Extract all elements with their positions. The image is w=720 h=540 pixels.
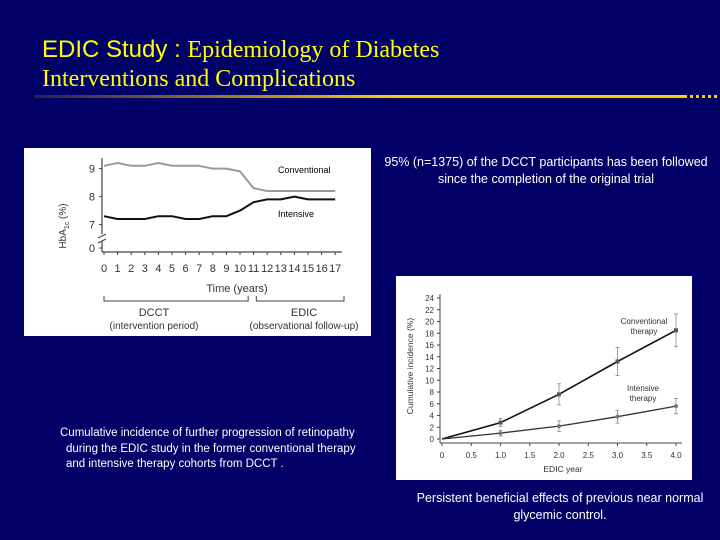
title-underline-dots xyxy=(684,95,718,98)
retinopathy-x-tick-label: 0.5 xyxy=(466,451,478,460)
hba1c-legend-intensive: Intensive xyxy=(278,209,314,219)
caption-line: and intensive therapy cohorts from DCCT … xyxy=(66,458,284,470)
retinopathy-y-tick-label: 14 xyxy=(425,353,434,362)
hba1c-edic-bracket xyxy=(255,296,345,302)
hba1c-figure: HbA1c (%) Time (years) DCCT (interventio… xyxy=(24,148,371,336)
retinopathy-y-tick-label: 10 xyxy=(425,376,434,385)
hba1c-dcct-bracket xyxy=(103,296,249,302)
conclusion-text: Persistent beneficial effects of previou… xyxy=(416,491,704,522)
hba1c-x-tick-label: 2 xyxy=(128,263,134,275)
retinopathy-y-tick-label: 2 xyxy=(430,423,435,432)
retinopathy-x-tick-label: 3.0 xyxy=(612,451,624,460)
slide-title: EDIC Study : Epidemiology of Diabetes xyxy=(42,36,439,64)
retinopathy-conventional-point xyxy=(498,420,503,425)
title-separator: : xyxy=(174,36,181,63)
retinopathy-y-tick-label: 6 xyxy=(430,400,435,409)
slide-title-line2: Interventions and Complications xyxy=(42,66,356,92)
hba1c-legend-conventional: Conventional xyxy=(278,165,331,175)
retinopathy-x-axis-label: EDIC year xyxy=(543,464,582,474)
retinopathy-y-tick-label: 22 xyxy=(425,306,434,315)
retinopathy-conventional-point xyxy=(615,359,620,364)
retinopathy-legend-conventional-line1: Conventional xyxy=(621,317,668,326)
retinopathy-legend-intensive-line1: Intensive xyxy=(627,384,660,393)
retinopathy-y-tick-label: 18 xyxy=(425,329,434,338)
retinopathy-y-tick-label: 16 xyxy=(425,341,434,350)
retinopathy-legend-intensive-line2: therapy xyxy=(630,394,657,403)
hba1c-x-tick-label: 3 xyxy=(142,263,148,275)
caption-line: Cumulative incidence of further progress… xyxy=(60,427,355,439)
hba1c-x-axis-label: Time (years) xyxy=(206,283,267,295)
hba1c-x-tick-label: 6 xyxy=(183,263,189,275)
hba1c-x-tick-label: 5 xyxy=(169,263,175,275)
title-rest: Epidemiology of Diabetes xyxy=(187,37,440,63)
retinopathy-intensive-point xyxy=(674,404,678,409)
retinopathy-x-tick-label: 0 xyxy=(440,451,445,460)
hba1c-conventional-line xyxy=(103,162,336,192)
hba1c-x-tick-label: 14 xyxy=(288,263,300,275)
hba1c-period-dcct: DCCT xyxy=(139,307,170,319)
hba1c-x-tick-label: 4 xyxy=(155,263,161,275)
retinopathy-x-tick-label: 1.5 xyxy=(524,451,536,460)
retinopathy-chart: Cumulative incidence (%) EDIC year Conve… xyxy=(405,294,682,474)
retinopathy-intensive-point xyxy=(498,431,503,436)
retinopathy-legend-intensive: Intensive therapy xyxy=(627,384,660,403)
retinopathy-x-tick-label: 1.0 xyxy=(495,451,507,460)
hba1c-x-tick-label: 10 xyxy=(234,263,246,275)
hba1c-chart: HbA1c (%) Time (years) DCCT (interventio… xyxy=(58,158,359,332)
hba1c-x-tick-label: 7 xyxy=(196,263,202,275)
hba1c-x-tick-label: 16 xyxy=(315,263,327,275)
title-underline xyxy=(34,95,686,98)
hba1c-x-tick-label: 11 xyxy=(248,263,259,275)
retinopathy-x-tick-label: 2.0 xyxy=(553,451,565,460)
retinopathy-x-tick-label: 2.5 xyxy=(583,451,595,460)
hba1c-x-tick-label: 1 xyxy=(115,263,121,275)
hba1c-x-tick-label: 8 xyxy=(210,263,216,275)
hba1c-y-tick-label: 7 xyxy=(89,220,95,232)
hba1c-axis-break xyxy=(97,233,107,239)
caption-line: during the EDIC study in the former conv… xyxy=(66,442,356,455)
hba1c-y-tick-label: 8 xyxy=(89,192,95,204)
retinopathy-intensive-point xyxy=(615,414,620,419)
retinopathy-x-tick-label: 4.0 xyxy=(670,451,682,460)
retinopathy-y-tick-label: 8 xyxy=(430,388,435,397)
hba1c-period-edic: EDIC xyxy=(291,307,317,319)
followup-note: 95% (n=1375) of the DCCT participants ha… xyxy=(384,155,708,186)
retinopathy-y-tick-label: 24 xyxy=(425,294,434,303)
retinopathy-legend-conventional-line2: therapy xyxy=(631,327,658,336)
hba1c-period-edic-note: (observational follow-up) xyxy=(250,321,359,332)
title-study: EDIC Study xyxy=(42,36,168,63)
retinopathy-intensive-point xyxy=(557,424,561,429)
hba1c-x-tick-label: 12 xyxy=(261,263,273,275)
retinopathy-legend-conventional: Conventional therapy xyxy=(621,317,668,336)
retinopathy-conventional-point xyxy=(674,328,678,333)
retinopathy-y-tick-label: 4 xyxy=(430,412,435,421)
retinopathy-figure: Cumulative incidence (%) EDIC year Conve… xyxy=(396,276,692,480)
retinopathy-y-tick-label: 12 xyxy=(425,365,434,374)
hba1c-y-axis-label: HbA1c (%) xyxy=(58,203,71,248)
hba1c-period-dcct-note: (intervention period) xyxy=(110,321,199,332)
hba1c-x-tick-label: 15 xyxy=(302,263,314,275)
hba1c-x-tick-label: 17 xyxy=(329,263,341,275)
hba1c-axis-break xyxy=(97,238,107,244)
hba1c-x-tick-label: 9 xyxy=(223,263,229,275)
retinopathy-x-tick-label: 3.5 xyxy=(641,451,653,460)
figure-caption: Cumulative incidence of further progress… xyxy=(60,426,390,473)
retinopathy-y-tick-label: 0 xyxy=(430,435,435,444)
hba1c-x-tick-label: 0 xyxy=(101,263,107,275)
retinopathy-conventional-point xyxy=(557,392,561,397)
hba1c-intensive-line xyxy=(103,195,336,220)
hba1c-y-tick-label: 9 xyxy=(89,164,95,176)
hba1c-x-tick-label: 13 xyxy=(275,263,287,275)
hba1c-y-tick-label: 0 xyxy=(89,243,95,255)
retinopathy-y-tick-label: 20 xyxy=(425,318,434,327)
retinopathy-y-axis-label: Cumulative incidence (%) xyxy=(405,318,415,415)
